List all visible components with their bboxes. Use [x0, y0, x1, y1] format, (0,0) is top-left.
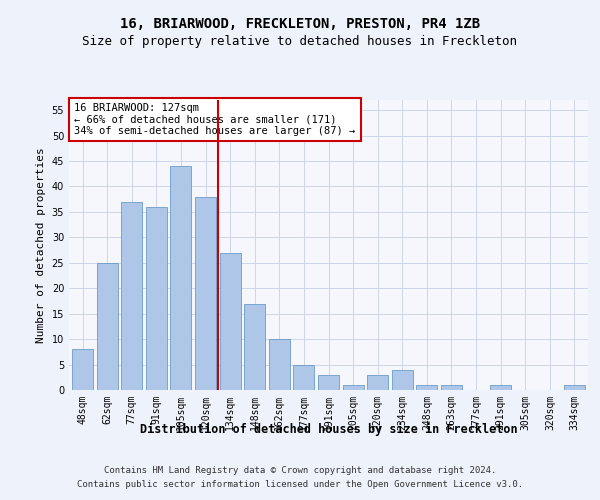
Bar	[564, 385, 585, 390]
Bar	[269, 339, 290, 390]
Bar	[392, 370, 413, 390]
Text: 16 BRIARWOOD: 127sqm
← 66% of detached houses are smaller (171)
34% of semi-deta: 16 BRIARWOOD: 127sqm ← 66% of detached h…	[74, 103, 355, 136]
Text: Size of property relative to detached houses in Freckleton: Size of property relative to detached ho…	[83, 35, 517, 48]
Bar	[220, 252, 241, 390]
Bar	[343, 385, 364, 390]
Bar	[97, 263, 118, 390]
Text: 16, BRIARWOOD, FRECKLETON, PRESTON, PR4 1ZB: 16, BRIARWOOD, FRECKLETON, PRESTON, PR4 …	[120, 18, 480, 32]
Bar	[318, 374, 339, 390]
Bar	[244, 304, 265, 390]
Bar	[170, 166, 191, 390]
Y-axis label: Number of detached properties: Number of detached properties	[36, 147, 46, 343]
Bar	[441, 385, 462, 390]
Bar	[72, 350, 93, 390]
Text: Contains public sector information licensed under the Open Government Licence v3: Contains public sector information licen…	[77, 480, 523, 489]
Bar	[490, 385, 511, 390]
Text: Contains HM Land Registry data © Crown copyright and database right 2024.: Contains HM Land Registry data © Crown c…	[104, 466, 496, 475]
Text: Distribution of detached houses by size in Freckleton: Distribution of detached houses by size …	[140, 422, 518, 436]
Bar	[195, 196, 216, 390]
Bar	[146, 207, 167, 390]
Bar	[367, 374, 388, 390]
Bar	[416, 385, 437, 390]
Bar	[293, 364, 314, 390]
Bar	[121, 202, 142, 390]
